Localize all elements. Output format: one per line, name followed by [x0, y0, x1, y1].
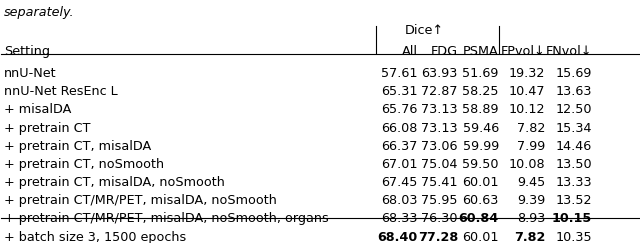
Text: PSMA: PSMA: [463, 45, 499, 58]
Text: 15.34: 15.34: [556, 122, 592, 135]
Text: 60.63: 60.63: [463, 194, 499, 207]
Text: 67.45: 67.45: [381, 176, 418, 189]
Text: 13.33: 13.33: [556, 176, 592, 189]
Text: 68.03: 68.03: [381, 194, 418, 207]
Text: 60.84: 60.84: [459, 212, 499, 226]
Text: 58.25: 58.25: [462, 85, 499, 98]
Text: 15.69: 15.69: [556, 67, 592, 80]
Text: 59.46: 59.46: [463, 122, 499, 135]
Text: 63.93: 63.93: [422, 67, 458, 80]
Text: 10.08: 10.08: [509, 158, 545, 171]
Text: FDG: FDG: [431, 45, 458, 58]
Text: 13.63: 13.63: [556, 85, 592, 98]
Text: 57.61: 57.61: [381, 67, 418, 80]
Text: + pretrain CT/MR/PET, misalDA, noSmooth, organs: + pretrain CT/MR/PET, misalDA, noSmooth,…: [4, 212, 328, 226]
Text: 13.50: 13.50: [556, 158, 592, 171]
Text: 7.82: 7.82: [517, 122, 545, 135]
Text: 60.01: 60.01: [462, 231, 499, 243]
Text: 10.12: 10.12: [509, 104, 545, 116]
Text: Dice↑: Dice↑: [405, 24, 444, 37]
Text: 77.28: 77.28: [418, 231, 458, 243]
Text: 8.93: 8.93: [517, 212, 545, 226]
Text: 73.13: 73.13: [421, 104, 458, 116]
Text: nnU-Net ResEnc L: nnU-Net ResEnc L: [4, 85, 118, 98]
Text: 68.33: 68.33: [381, 212, 418, 226]
Text: FNvol↓: FNvol↓: [546, 45, 592, 58]
Text: 75.95: 75.95: [422, 194, 458, 207]
Text: 75.04: 75.04: [422, 158, 458, 171]
Text: 14.46: 14.46: [556, 140, 592, 153]
Text: + pretrain CT/MR/PET, misalDA, noSmooth: + pretrain CT/MR/PET, misalDA, noSmooth: [4, 194, 276, 207]
Text: + pretrain CT, misalDA: + pretrain CT, misalDA: [4, 140, 151, 153]
Text: 66.08: 66.08: [381, 122, 418, 135]
Text: FPvol↓: FPvol↓: [501, 45, 545, 58]
Text: 73.06: 73.06: [422, 140, 458, 153]
Text: 9.45: 9.45: [517, 176, 545, 189]
Text: 72.87: 72.87: [422, 85, 458, 98]
Text: + pretrain CT: + pretrain CT: [4, 122, 90, 135]
Text: separately.: separately.: [4, 6, 74, 19]
Text: 76.30: 76.30: [422, 212, 458, 226]
Text: 66.37: 66.37: [381, 140, 418, 153]
Text: 7.82: 7.82: [514, 231, 545, 243]
Text: nnU-Net: nnU-Net: [4, 67, 56, 80]
Text: + batch size 3, 1500 epochs: + batch size 3, 1500 epochs: [4, 231, 186, 243]
Text: Setting: Setting: [4, 45, 50, 58]
Text: 10.35: 10.35: [556, 231, 592, 243]
Text: 65.31: 65.31: [381, 85, 418, 98]
Text: 59.99: 59.99: [463, 140, 499, 153]
Text: 13.52: 13.52: [556, 194, 592, 207]
Text: + misalDA: + misalDA: [4, 104, 71, 116]
Text: All: All: [402, 45, 418, 58]
Text: 68.40: 68.40: [378, 231, 418, 243]
Text: 9.39: 9.39: [517, 194, 545, 207]
Text: 65.76: 65.76: [381, 104, 418, 116]
Text: 60.01: 60.01: [462, 176, 499, 189]
Text: 19.32: 19.32: [509, 67, 545, 80]
Text: 59.50: 59.50: [462, 158, 499, 171]
Text: 7.99: 7.99: [517, 140, 545, 153]
Text: 12.50: 12.50: [556, 104, 592, 116]
Text: 75.41: 75.41: [422, 176, 458, 189]
Text: 67.01: 67.01: [381, 158, 418, 171]
Text: + pretrain CT, noSmooth: + pretrain CT, noSmooth: [4, 158, 164, 171]
Text: 10.15: 10.15: [552, 212, 592, 226]
Text: 73.13: 73.13: [421, 122, 458, 135]
Text: 10.47: 10.47: [509, 85, 545, 98]
Text: 58.89: 58.89: [462, 104, 499, 116]
Text: + pretrain CT, misalDA, noSmooth: + pretrain CT, misalDA, noSmooth: [4, 176, 225, 189]
Text: 51.69: 51.69: [463, 67, 499, 80]
